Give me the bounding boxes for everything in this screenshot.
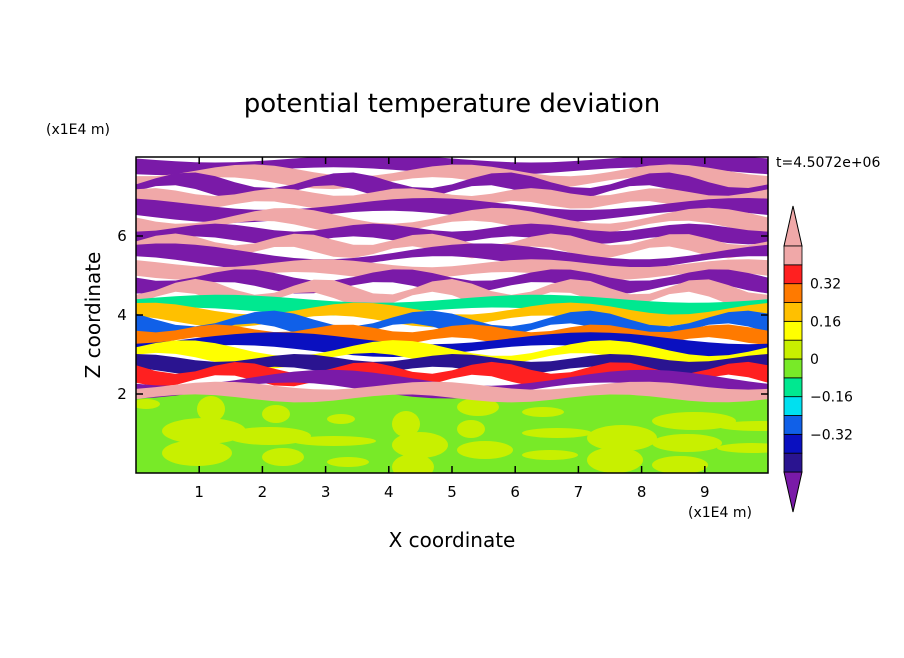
colorbar-segment [783,283,803,303]
colorbar-segment [783,320,803,341]
lower-layer-blob [522,428,592,438]
lower-layer-blob [457,420,485,438]
lower-layer-blob [587,425,657,451]
lower-layer-blob [136,399,160,409]
contour-band [136,354,768,375]
colorbar-segment [783,396,803,416]
y-tick-label: 6 [117,227,127,245]
contour-band [136,259,768,280]
lower-layer-blob [262,405,290,423]
time-label: t=4.5072e+06 [776,155,880,171]
contour-band [136,188,768,209]
lower-layer-blob [717,421,768,431]
contour-band [136,332,768,357]
lower-layer-blob [227,427,311,445]
lower-layer-blob [587,447,643,473]
contour-band [136,381,768,403]
y-axis: 2 4 6 [117,227,768,403]
colorbar-tick-label: −0.16 [810,390,853,406]
x-tick-label: 3 [321,483,331,501]
lower-layer-blob [327,414,355,424]
colorbar-tick-label: −0.32 [810,427,853,443]
lower-layer-blob [197,396,225,422]
x-tick-label: 8 [637,483,647,501]
lower-layer-blob [717,443,768,453]
lower-layer-blob [392,411,420,437]
colorbar-segment [783,264,803,285]
lower-layer-blob [292,436,376,446]
lower-layer-blob [162,440,232,466]
lower-layer-blob [652,412,736,430]
x-tick-label: 1 [194,483,204,501]
x-unit-label: (x1E4 m) [688,505,752,521]
colorbar-tick-label: 0 [810,352,819,368]
colorbar-segment [783,377,803,398]
colorbar-tick-label: 0.16 [810,314,841,330]
lower-layer-blob [522,450,578,460]
contour-band [136,164,768,190]
lower-layer-blob [392,454,434,473]
x-axis-label: X coordinate [389,528,516,552]
lower-layer-blob [457,441,513,459]
chart-title: potential temperature deviation [244,89,660,119]
lower-layer-blob [392,432,448,458]
contour-band [136,294,768,316]
y-unit-label: (x1E4 m) [46,122,110,138]
contour-band [136,172,768,201]
y-tick-label: 4 [117,306,127,324]
x-tick-label: 7 [574,483,584,501]
x-tick-label: 5 [447,483,457,501]
y-tick-label: 2 [117,385,127,403]
lower-layer-blob [327,457,369,467]
colorbar-segment [783,358,803,379]
colorbar-segment [783,302,803,322]
colorbar-segment [783,339,803,360]
lower-layer-blob [262,448,304,466]
x-tick-label: 6 [510,483,520,501]
y-axis-label: Z coordinate [81,252,105,379]
x-tick-label: 4 [384,483,394,501]
colorbar-segment [783,433,803,454]
lower-layer-blob [162,418,246,444]
contour-band [136,207,768,237]
x-tick-label: 2 [258,483,268,501]
lower-layer-blob [522,407,564,417]
colorbar-bottom-arrow [783,471,803,513]
colorbar: 0.32 0.16 0 −0.16 −0.32 [783,205,853,513]
x-tick-label: 9 [700,483,710,501]
colorbar-top-arrow [783,205,803,247]
x-axis: 1 2 3 4 5 6 7 8 9 [194,157,710,501]
lower-layer-blob [652,456,708,473]
colorbar-tick-label: 0.32 [810,277,841,293]
colorbar-segment [783,245,803,266]
plot-area [136,157,768,473]
lower-layer-blob [652,434,722,452]
colorbar-segment [783,452,803,473]
colorbar-segment [783,415,803,435]
lower-layer-blob [457,398,499,416]
